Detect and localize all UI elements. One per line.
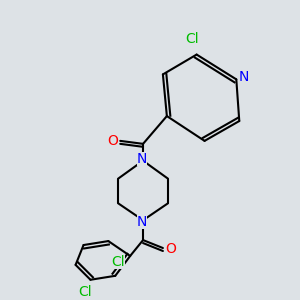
Text: Cl: Cl — [79, 285, 92, 299]
Text: O: O — [107, 134, 118, 148]
Text: N: N — [137, 215, 147, 229]
Text: N: N — [137, 152, 147, 166]
Text: Cl: Cl — [185, 32, 199, 46]
Text: Cl: Cl — [111, 255, 125, 269]
Text: O: O — [165, 242, 176, 256]
Text: N: N — [239, 70, 249, 84]
